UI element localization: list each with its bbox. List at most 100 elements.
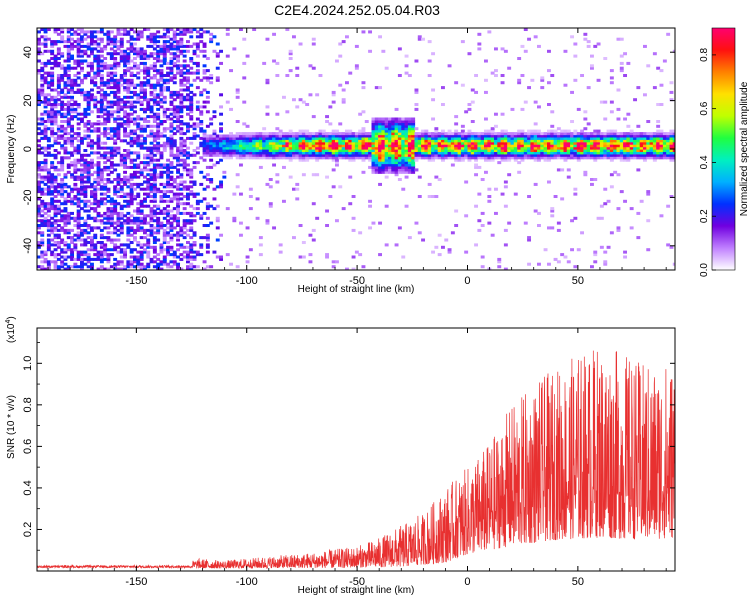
spectrogram-cell [53,120,58,124]
spectrogram-cell [298,132,303,136]
spectrogram-cell [345,134,349,138]
spectrogram-cell [404,161,409,165]
spectrogram-cell [172,40,177,44]
spectrogram-cell [609,81,614,85]
spectrogram-cell [172,197,177,201]
spectrogram-cell [103,253,108,257]
spectrogram-cell [119,228,124,232]
spectrogram-cell [606,139,611,143]
spectrogram-cell [189,98,194,102]
spectrogram-cell [96,255,101,259]
spectrogram-cell [70,136,75,140]
spectrogram-cell [152,146,157,150]
spectrogram-cell [570,146,575,150]
spectrogram-cell [133,57,137,61]
spectrogram-cell [179,37,184,41]
spectrogram-cell [46,180,51,184]
spectrogram-cell [609,129,614,133]
spectrogram-cell [133,93,137,97]
spectrogram-cell [96,178,101,182]
spectrogram-cell [172,132,177,136]
spectrogram-cell [166,30,171,34]
spectrogram-cell [265,112,270,116]
spectrogram-cell [80,88,84,92]
spectrogram-cell [182,49,187,53]
spectrogram-cell [401,163,406,167]
spectrogram-cell [166,221,171,225]
spectrogram-cell [73,74,78,78]
spectrogram-cell [106,267,111,270]
spectrogram-cell [129,28,134,32]
spectrogram-cell [40,61,45,65]
spectrogram-cell [119,105,124,109]
spectrogram-cell [268,156,273,160]
spectrogram-cell [404,163,409,167]
spectrogram-cell [626,146,631,150]
spectrogram-cell [643,153,647,157]
spectrogram-cell [242,100,247,104]
spectrogram-cell [292,132,296,136]
spectrogram-cell [53,98,58,102]
spectrogram-cell [192,233,197,237]
spectrogram-cell [119,224,124,228]
spectrogram-cell [441,156,445,160]
spectrogram-cell [162,42,167,46]
spectrogram-cell [66,88,71,92]
spectrogram-cell [494,141,498,145]
spectrogram-cell [441,134,445,138]
spectrogram-cell [86,224,91,228]
spectrogram-cell [162,95,167,99]
spectrogram-cell [407,153,412,157]
spectrogram-cell [189,90,194,94]
spectrogram-cell [189,226,194,230]
spectrogram-cell [53,105,58,109]
spectrogram-cell [232,151,237,155]
spectrogram-cell [388,158,392,162]
spectrogram-cell [550,132,555,136]
spectrogram-cell [159,105,164,109]
spectrogram-cell [50,199,55,203]
spectrogram-cell [447,151,452,155]
spectrogram-cell [149,224,154,228]
spectrogram-cell [378,127,383,131]
spectrogram-cell [616,151,621,155]
spectrogram-cell [394,122,399,126]
spectrogram-cell [63,216,68,220]
spectrogram-cell [311,141,316,145]
spectrogram-cell [162,199,167,203]
spectrogram-cell [345,141,349,145]
spectrogram-cell [523,151,528,155]
spectrogram-cell [235,134,240,138]
spectrogram-cell [282,151,286,155]
spectrogram-cell [99,83,104,87]
spectrogram-cell [437,156,442,160]
spectrogram-cell [325,134,330,138]
spectrogram-cell [90,241,94,245]
spectrogram-cell [490,151,495,155]
spectrogram-cell [60,124,65,128]
spectrogram-cell [374,156,379,160]
spectrogram-cell [623,134,628,138]
spectrogram-cell [86,265,91,269]
spectrogram-cell [73,216,78,220]
spectrogram-cell [143,175,147,179]
spectrogram-cell [388,127,392,131]
spectrogram-cell [109,90,114,94]
spectrogram-cell [219,149,224,153]
spectrogram-cell [275,156,280,160]
spectrogram-cell [321,156,326,160]
spectrogram-cell [46,37,51,41]
spectrogram-cell [242,156,247,160]
spectrogram-cell [209,136,214,140]
spectrogram-cell [162,112,167,116]
spectrogram-cell [427,40,432,44]
spectrogram-cell [46,233,51,237]
spectrogram-cell [503,151,508,155]
spectrogram-cell [143,64,147,68]
spectrogram-cell [126,226,131,230]
spectrogram-cell [146,57,151,61]
spectrogram-cell [50,78,55,82]
spectrogram-cell [156,57,161,61]
spectrogram-cell [550,214,555,218]
spectrogram-cell [99,107,104,111]
